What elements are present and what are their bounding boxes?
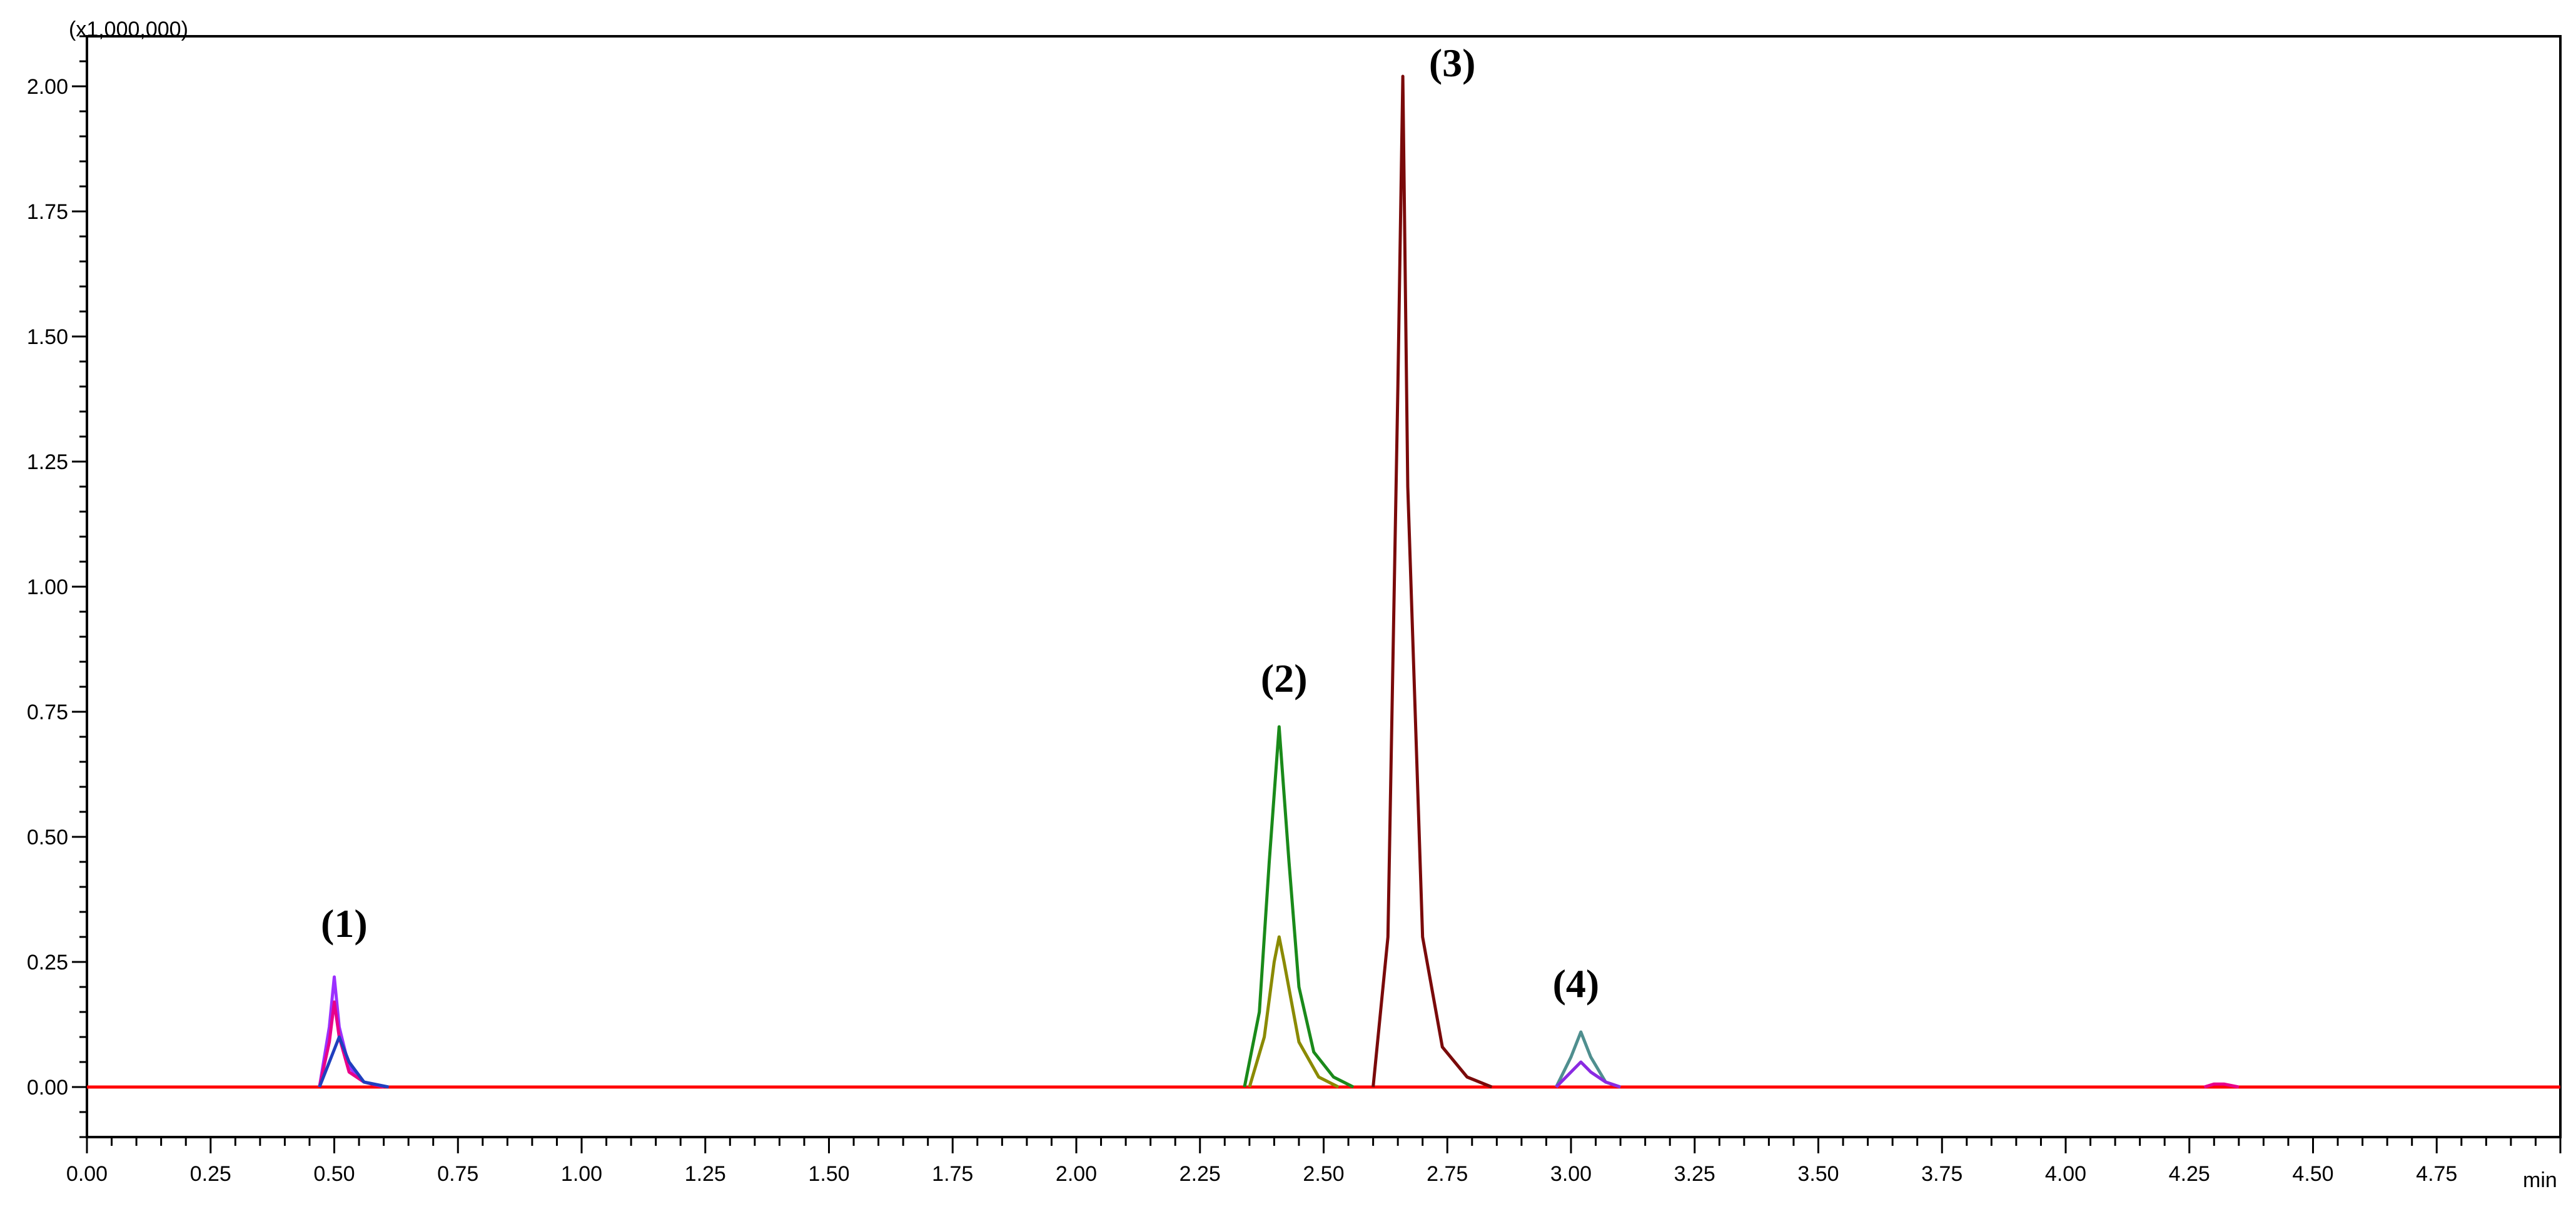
y-tick-label: 1.75 bbox=[27, 200, 68, 224]
peak-label: (2) bbox=[1261, 656, 1308, 701]
y-multiplier-label: (x1,000,000) bbox=[69, 18, 188, 41]
x-tick-label: 0.50 bbox=[313, 1162, 355, 1186]
y-tick-label: 0.75 bbox=[27, 701, 68, 724]
peak-labels: (1) (2) (3) (4) bbox=[321, 41, 1599, 1006]
x-tick-label: 3.50 bbox=[1797, 1162, 1839, 1186]
y-tick-label: 0.00 bbox=[27, 1076, 68, 1100]
x-tick-label: 2.00 bbox=[1056, 1162, 1097, 1186]
x-tick-label: 1.50 bbox=[808, 1162, 849, 1186]
x-tick-label: 1.75 bbox=[932, 1162, 973, 1186]
x-tick-label: 4.25 bbox=[2169, 1162, 2210, 1186]
x-tick-label: 2.75 bbox=[1427, 1162, 1468, 1186]
peak-label: (4) bbox=[1553, 961, 1600, 1006]
y-tick-label: 2.00 bbox=[27, 75, 68, 99]
axis-ticks: 0.00 0.25 0.50 0.75 1.00 1.25 1.50 1.75 2.00 2.25… bbox=[27, 35, 2562, 1186]
trace-line bbox=[1371, 74, 1493, 1089]
x-tick-label: 4.00 bbox=[2045, 1162, 2086, 1186]
x-tick-label: 1.00 bbox=[561, 1162, 602, 1186]
trace-line bbox=[1555, 1060, 1621, 1089]
x-tick-label: 2.25 bbox=[1179, 1162, 1221, 1186]
trace-line bbox=[1248, 935, 1340, 1089]
x-tick-label: 4.75 bbox=[2416, 1162, 2457, 1186]
y-tick-label: 0.25 bbox=[27, 951, 68, 974]
y-tick-label: 1.00 bbox=[27, 575, 68, 599]
peak-label: (1) bbox=[321, 901, 368, 946]
x-tick-label: 2.50 bbox=[1303, 1162, 1344, 1186]
trace-line bbox=[318, 1035, 389, 1089]
x-tick-label: 1.25 bbox=[685, 1162, 726, 1186]
trace-line bbox=[1243, 725, 1355, 1089]
trace-line bbox=[2203, 1082, 2240, 1089]
x-tick-label: 0.25 bbox=[190, 1162, 231, 1186]
x-tick-label: 3.25 bbox=[1674, 1162, 1715, 1186]
x-tick-label: 4.50 bbox=[2292, 1162, 2333, 1186]
y-tick-label: 0.50 bbox=[27, 826, 68, 849]
plot-frame bbox=[86, 35, 2562, 1138]
chromatogram-traces bbox=[87, 74, 2560, 1089]
x-tick-label: 0.75 bbox=[437, 1162, 478, 1186]
peak-label: (3) bbox=[1429, 41, 1476, 85]
x-tick-label: 0.00 bbox=[66, 1162, 108, 1186]
x-tick-label: 3.00 bbox=[1550, 1162, 1592, 1186]
y-tick-label: 1.50 bbox=[27, 325, 68, 349]
x-axis-unit-label: min bbox=[2523, 1168, 2557, 1192]
y-tick-label: 1.25 bbox=[27, 450, 68, 474]
x-tick-label: 3.75 bbox=[1921, 1162, 1962, 1186]
